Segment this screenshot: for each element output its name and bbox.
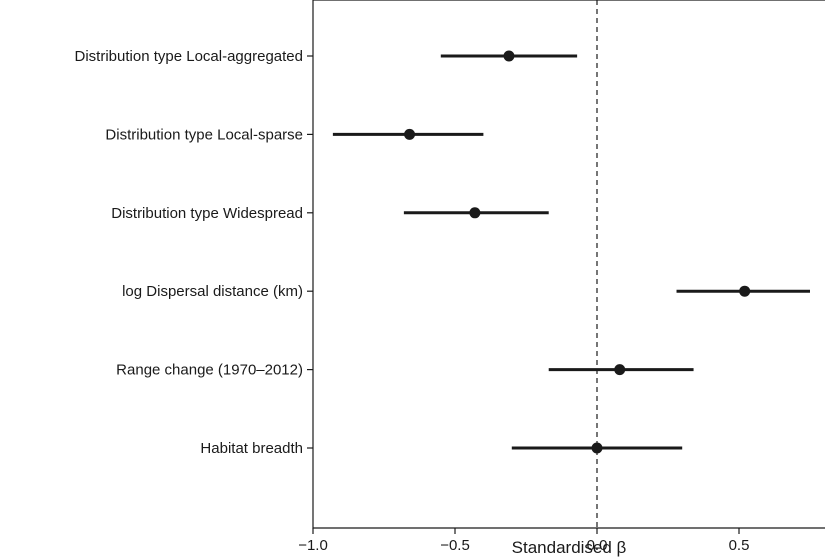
row-label: Distribution type Widespread	[111, 205, 303, 222]
row: Distribution type Local-aggregated	[75, 48, 578, 65]
point-estimate	[739, 285, 751, 297]
plot-frame	[312, 0, 825, 529]
row-label: log Dispersal distance (km)	[122, 283, 303, 300]
point-estimate	[404, 128, 416, 140]
row: Range change (1970–2012)	[116, 362, 694, 379]
row: Habitat breadth	[200, 440, 683, 457]
row: Distribution type Widespread	[111, 205, 549, 222]
rows-layer: Distribution type Local-aggregated Distri…	[75, 48, 810, 457]
row: Distribution type Local-sparse	[105, 126, 484, 143]
point-estimate	[503, 50, 515, 62]
row-label: Distribution type Local-sparse	[105, 126, 303, 143]
row-label: Distribution type Local-aggregated	[75, 48, 303, 65]
x-tick-label: 0.0	[587, 537, 608, 554]
x-tick-label: 0.5	[729, 537, 750, 554]
axis-layer: −1.0 −0.5 0.0 0.5 Standardised β	[298, 0, 825, 557]
point-estimate	[591, 442, 603, 454]
point-estimate	[614, 364, 626, 376]
row-label: Habitat breadth	[200, 440, 303, 457]
point-estimate	[469, 207, 481, 219]
row-label: Range change (1970–2012)	[116, 362, 303, 379]
x-axis-title: Standardised β	[512, 538, 627, 557]
x-tick-label: −1.0	[298, 537, 328, 554]
row: log Dispersal distance (km)	[122, 283, 810, 300]
x-tick-label: −0.5	[440, 537, 470, 554]
